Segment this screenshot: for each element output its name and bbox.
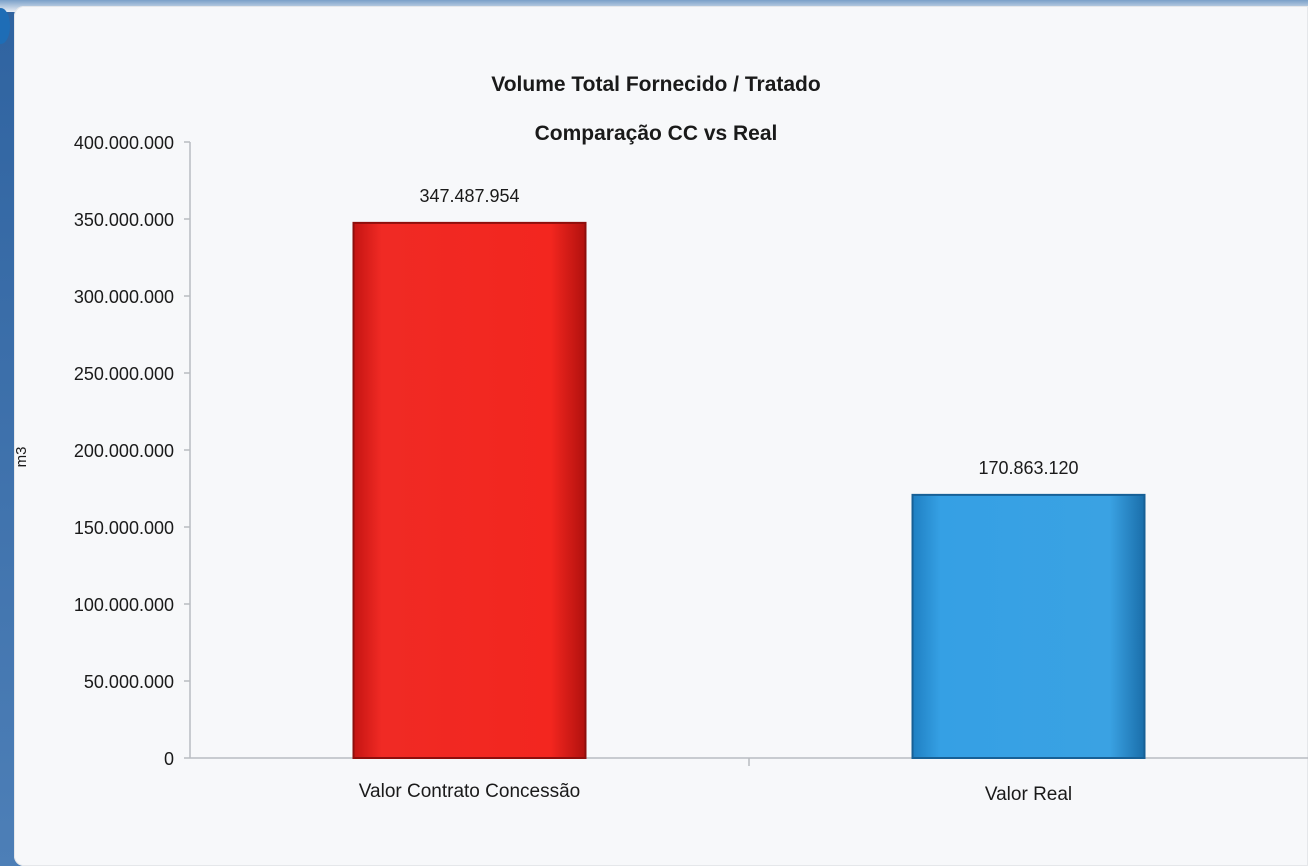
y-tick-label: 50.000.000 [84,672,174,692]
y-tick-label: 150.000.000 [74,518,174,538]
y-axis-label: m3 [14,447,30,468]
x-category-label: Valor Contrato Concessão [359,781,580,802]
y-tick-label: 350.000.000 [74,210,174,230]
x-category-label: Valor Real [985,784,1072,805]
chart-panel: Volume Total Fornecido / Tratado Compara… [14,6,1308,866]
y-tick-label: 250.000.000 [74,364,174,384]
y-tick-label: 200.000.000 [74,441,174,461]
slide-bullet-marker [0,8,10,44]
bar-chart: Volume Total Fornecido / Tratado Compara… [14,73,1308,805]
chart-subtitle: Comparação CC vs Real [535,122,778,145]
chart-title: Volume Total Fornecido / Tratado [491,73,820,96]
y-axis-ticks: 0 50.000.000 100.000.000 150.000.000 200.000… [74,133,190,769]
bar-value-label: 170.863.120 [978,458,1078,478]
y-tick-label: 0 [164,749,174,769]
y-tick-label: 400.000.000 [74,133,174,153]
bar-1 [352,221,587,760]
bar-value-label: 347.487.954 [419,186,519,206]
y-tick-label: 300.000.000 [74,287,174,307]
bars [352,221,1146,760]
y-tick-label: 100.000.000 [74,595,174,615]
bar-2 [911,493,1146,759]
data-labels: 347.487.954 170.863.120 [419,186,1078,478]
x-axis-categories: Valor Contrato Concessão Valor Real [359,781,1072,805]
